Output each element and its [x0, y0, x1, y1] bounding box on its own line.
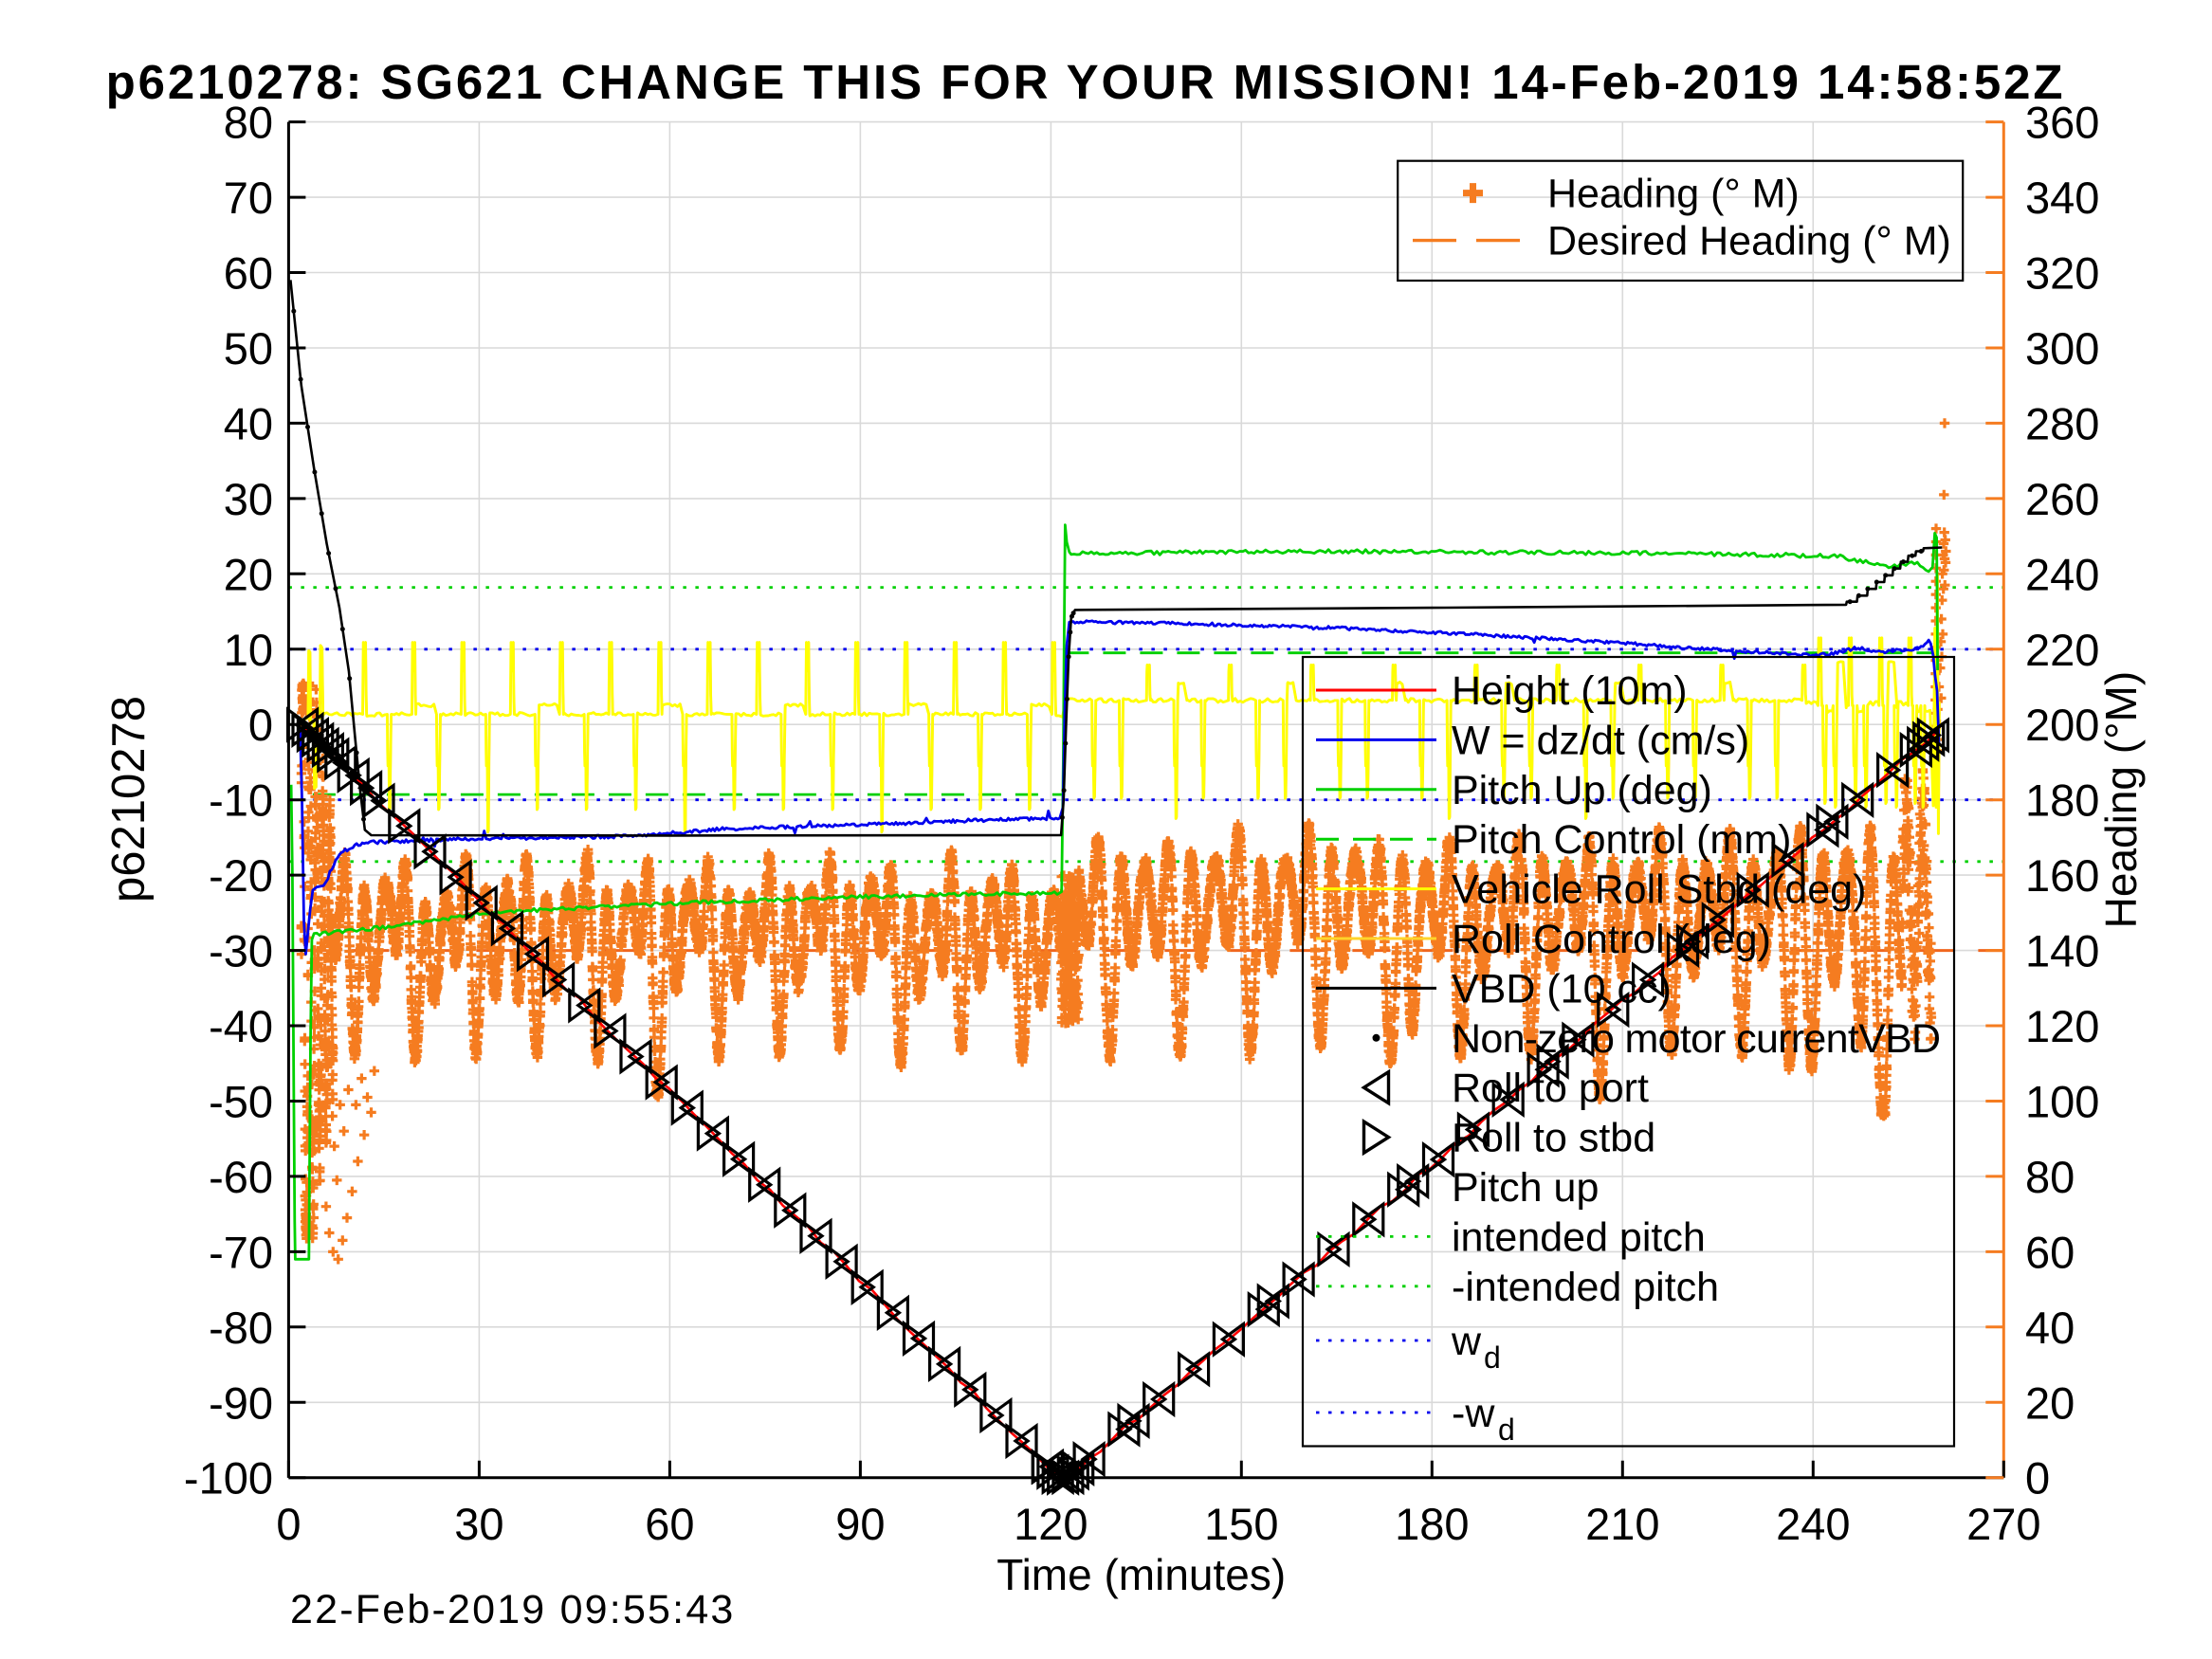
svg-text:40: 40 [2025, 1303, 2075, 1353]
svg-text:22-Feb-2019 09:55:43: 22-Feb-2019 09:55:43 [290, 1587, 736, 1632]
svg-text:-40: -40 [209, 1001, 273, 1051]
svg-text:160: 160 [2025, 850, 2099, 901]
svg-text:180: 180 [1395, 1499, 1469, 1549]
svg-text:30: 30 [224, 474, 273, 524]
svg-text:260: 260 [2025, 474, 2099, 524]
svg-text:300: 300 [2025, 323, 2099, 374]
svg-text:-90: -90 [209, 1377, 273, 1428]
svg-text:Vehicle Roll Stbd (deg): Vehicle Roll Stbd (deg) [1452, 867, 1866, 913]
svg-text:VBD (10 cc): VBD (10 cc) [1452, 966, 1672, 1012]
svg-text:0: 0 [248, 700, 273, 750]
svg-text:Pitch Control (mm): Pitch Control (mm) [1452, 817, 1791, 863]
svg-text:Roll to port: Roll to port [1452, 1066, 1649, 1111]
svg-text:270: 270 [1966, 1499, 2040, 1549]
svg-text:360: 360 [2025, 98, 2099, 148]
svg-text:Pitch Up (deg): Pitch Up (deg) [1452, 768, 1712, 813]
svg-text:d: d [1498, 1413, 1515, 1447]
svg-text:200: 200 [2025, 700, 2099, 750]
svg-text:280: 280 [2025, 398, 2099, 448]
svg-text:120: 120 [1014, 1499, 1088, 1549]
svg-text:-100: -100 [184, 1453, 273, 1504]
svg-text:10: 10 [224, 625, 273, 675]
svg-text:-10: -10 [209, 775, 273, 826]
svg-text:320: 320 [2025, 248, 2099, 299]
svg-text:80: 80 [224, 98, 273, 148]
svg-text:70: 70 [224, 173, 273, 223]
svg-text:p6210278: p6210278 [103, 696, 155, 902]
svg-text:Roll Control (deg): Roll Control (deg) [1452, 917, 1771, 962]
svg-text:W = dz/dt (cm/s): W = dz/dt (cm/s) [1452, 718, 1749, 763]
svg-text:20: 20 [224, 549, 273, 599]
svg-text:100: 100 [2025, 1076, 2099, 1126]
svg-text:240: 240 [2025, 549, 2099, 599]
svg-text:-30: -30 [209, 926, 273, 976]
svg-text:220: 220 [2025, 625, 2099, 675]
svg-text:210: 210 [1585, 1499, 1659, 1549]
svg-text:-20: -20 [209, 850, 273, 901]
svg-text:150: 150 [1204, 1499, 1278, 1549]
svg-text:140: 140 [2025, 926, 2099, 976]
svg-text:Heading (° M): Heading (° M) [1547, 172, 1800, 217]
svg-text:90: 90 [835, 1499, 885, 1549]
svg-text:240: 240 [1776, 1499, 1850, 1549]
svg-text:Height (10m): Height (10m) [1452, 668, 1688, 714]
svg-text:-80: -80 [209, 1303, 273, 1353]
svg-text:-50: -50 [209, 1076, 273, 1126]
svg-text:d: d [1484, 1340, 1501, 1375]
svg-text:intended pitch: intended pitch [1452, 1214, 1706, 1260]
svg-text:Non-zero motor currentVBD: Non-zero motor currentVBD [1452, 1016, 1940, 1062]
svg-text:40: 40 [224, 398, 273, 448]
svg-text:80: 80 [2025, 1152, 2075, 1202]
svg-text:180: 180 [2025, 775, 2099, 826]
svg-text:20: 20 [2025, 1377, 2075, 1428]
svg-text:120: 120 [2025, 1001, 2099, 1051]
svg-text:340: 340 [2025, 173, 2099, 223]
svg-text:Desired Heading (° M): Desired Heading (° M) [1547, 219, 1951, 264]
svg-text:Time (minutes): Time (minutes) [996, 1550, 1286, 1599]
svg-text:-w: -w [1452, 1391, 1495, 1436]
svg-text:-intended pitch: -intended pitch [1452, 1265, 1719, 1310]
svg-text:60: 60 [645, 1499, 694, 1549]
svg-text:p6210278: SG621 CHANGE THIS FO: p6210278: SG621 CHANGE THIS FOR YOUR MIS… [106, 55, 2066, 109]
svg-text:Heading (°M): Heading (°M) [2096, 671, 2146, 929]
svg-text:-70: -70 [209, 1227, 273, 1277]
svg-text:50: 50 [224, 323, 273, 374]
svg-text:60: 60 [2025, 1227, 2075, 1277]
svg-text:w: w [1451, 1319, 1482, 1364]
svg-text:30: 30 [454, 1499, 503, 1549]
svg-text:Pitch up: Pitch up [1452, 1165, 1599, 1211]
svg-text:0: 0 [276, 1499, 301, 1549]
svg-text:Roll to stbd: Roll to stbd [1452, 1116, 1655, 1161]
svg-text:0: 0 [2025, 1453, 2050, 1504]
svg-text:-60: -60 [209, 1152, 273, 1202]
svg-text:60: 60 [224, 248, 273, 299]
